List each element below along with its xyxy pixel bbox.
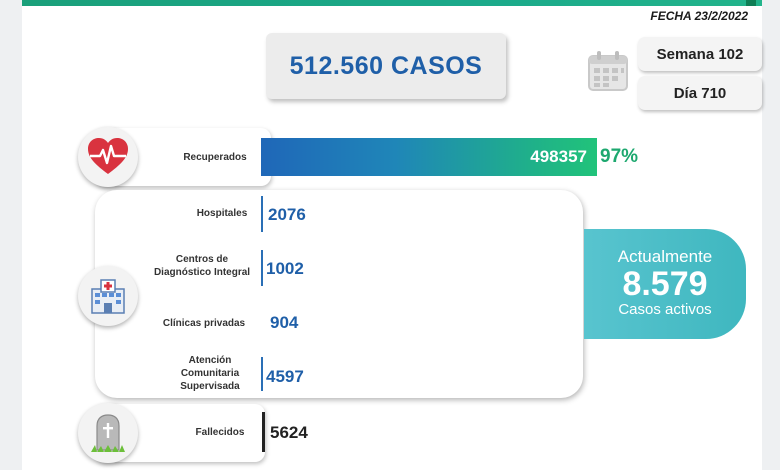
total-cases-label: 512.560 CASOS bbox=[289, 51, 483, 80]
active-cases-box: Actualmente 8.579 Casos activos bbox=[584, 229, 746, 339]
fallecidos-value: 5624 bbox=[270, 423, 308, 442]
acs-divider bbox=[261, 357, 263, 391]
acs-label: Atención Comunitaria Supervisada bbox=[180, 355, 240, 392]
active-cases-line1: Actualmente bbox=[617, 247, 713, 266]
cdi-divider bbox=[261, 250, 263, 286]
hospitales-value: 2076 bbox=[268, 205, 306, 224]
week-pill: Semana 102 bbox=[638, 37, 762, 71]
recuperados-percent: 97% bbox=[600, 146, 639, 167]
heart-pulse-icon bbox=[88, 138, 128, 174]
recuperados-icon-circle bbox=[78, 127, 138, 187]
clinicas-value: 904 bbox=[270, 313, 299, 332]
tombstone-icon-circle bbox=[78, 403, 138, 463]
active-cases-line2: Casos activos bbox=[618, 301, 712, 318]
hospital-icon-circle bbox=[78, 266, 138, 326]
hospitales-label: Hospitales bbox=[196, 208, 248, 219]
fallecidos-divider bbox=[262, 412, 265, 452]
top-banner bbox=[22, 0, 762, 6]
day-pill: Día 710 bbox=[638, 76, 762, 110]
hospital-icon bbox=[91, 279, 125, 314]
date-label: FECHA 23/2/2022 bbox=[650, 9, 748, 23]
total-cases-box: 512.560 CASOS bbox=[266, 33, 506, 99]
active-cases-value: 8.579 bbox=[622, 265, 708, 303]
banner-mark bbox=[746, 0, 756, 6]
calendar-icon bbox=[588, 51, 628, 91]
cdi-value: 1002 bbox=[266, 259, 304, 278]
recuperados-bar: 498357 bbox=[261, 138, 597, 176]
facilities-box bbox=[95, 190, 583, 398]
hospitales-divider bbox=[261, 196, 263, 232]
recuperados-value: 498357 bbox=[530, 147, 587, 166]
cdi-label: Centros de Diagnóstico Integral bbox=[153, 254, 251, 278]
fallecidos-label: Fallecidos bbox=[195, 427, 245, 438]
recuperados-label: Recuperados bbox=[183, 152, 247, 163]
clinicas-label: Clínicas privadas bbox=[162, 318, 246, 329]
acs-value: 4597 bbox=[266, 367, 304, 386]
tombstone-icon bbox=[91, 414, 125, 452]
